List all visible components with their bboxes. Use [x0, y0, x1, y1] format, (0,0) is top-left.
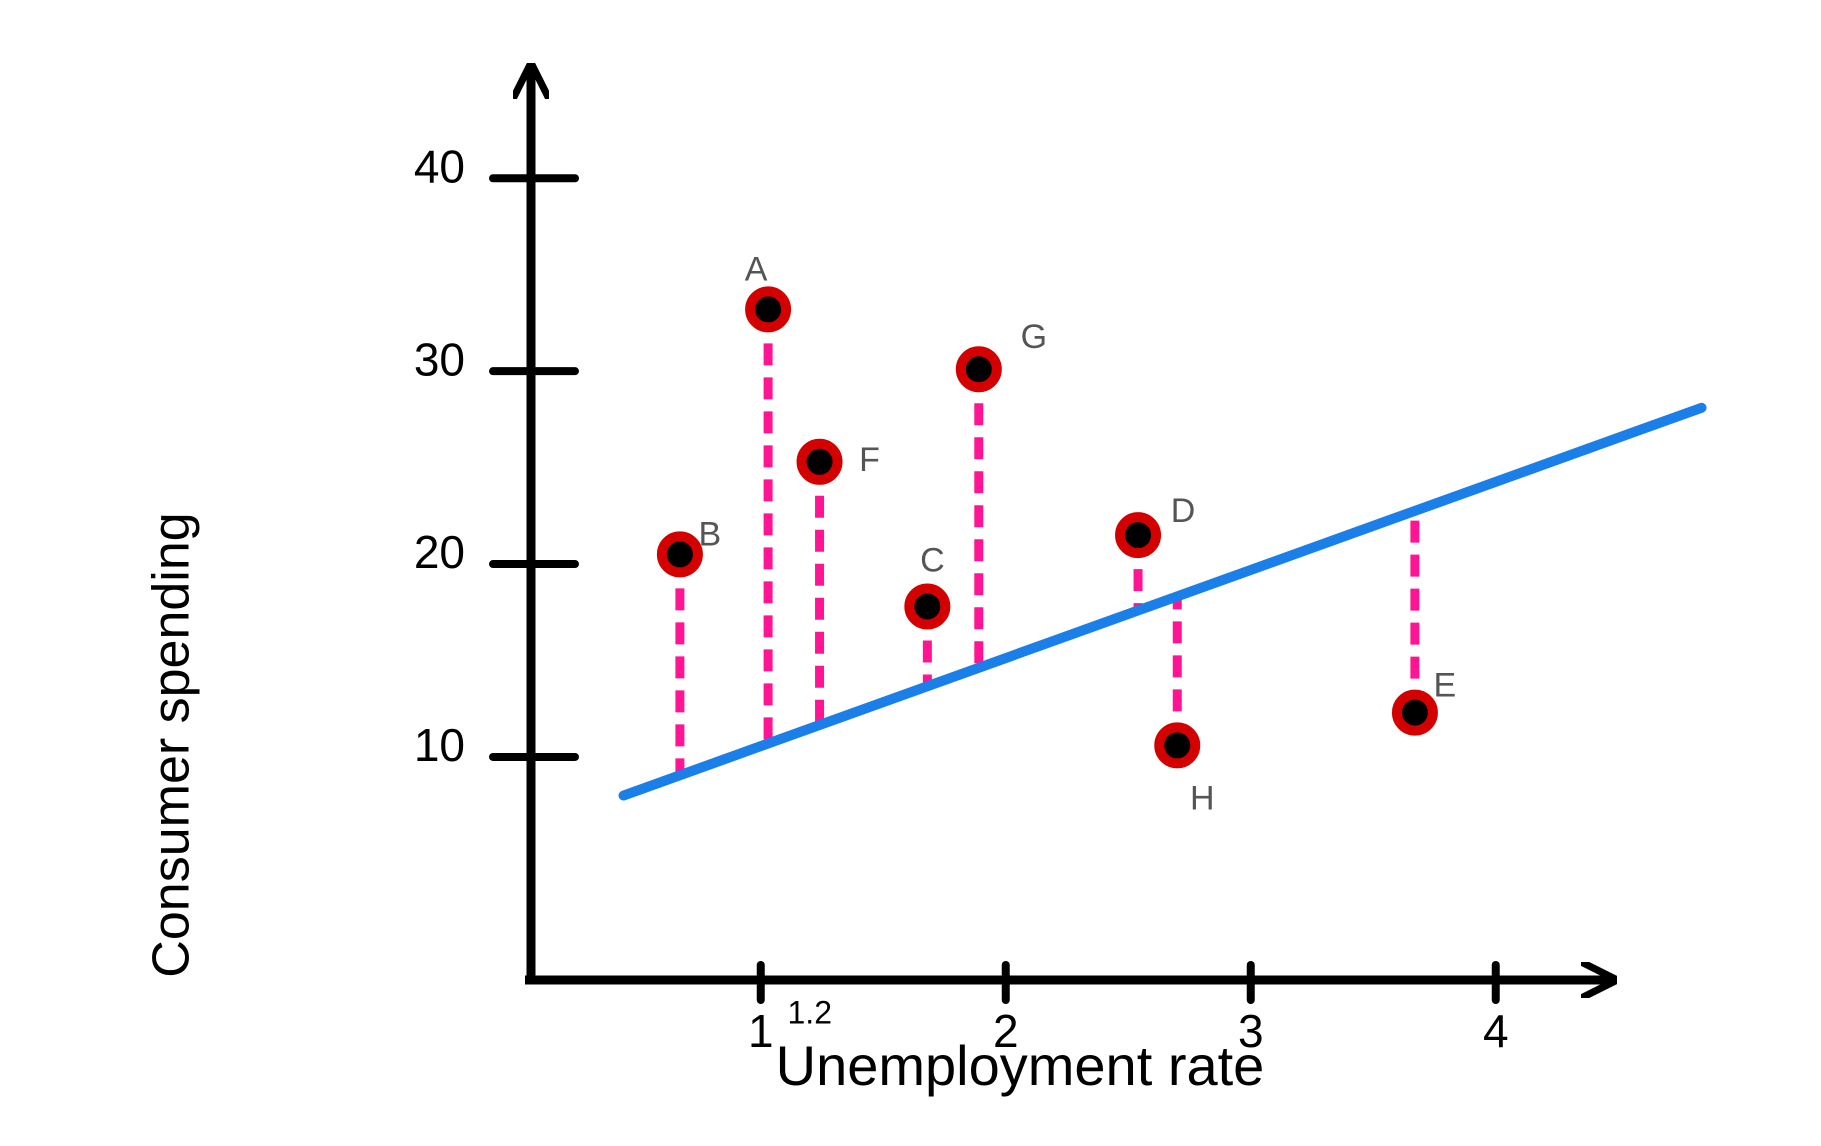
point	[1391, 689, 1438, 736]
x-tick-label: 3	[1238, 1005, 1264, 1057]
point	[656, 531, 703, 578]
point-label: C	[920, 541, 945, 579]
point	[955, 346, 1002, 393]
y-tick-label: 40	[414, 140, 465, 192]
x-tick-label: 4	[1483, 1005, 1509, 1057]
y-axis-label: Consumer spending	[143, 512, 201, 977]
point	[1115, 512, 1162, 559]
x-axis-label: Unemployment rate	[776, 1034, 1265, 1097]
y-tick-label: 30	[414, 333, 465, 385]
y-tick-label: 10	[414, 719, 465, 771]
x-tick-label: 1.2	[788, 994, 832, 1030]
point-label: G	[1021, 318, 1047, 356]
point-label: D	[1171, 492, 1196, 530]
x-tick-label: 2	[993, 1005, 1019, 1057]
point	[796, 438, 843, 485]
point	[745, 286, 792, 333]
point-label: B	[699, 515, 722, 553]
point-label: F	[859, 441, 880, 479]
x-tick-label: 1	[748, 1005, 774, 1057]
fit-line	[618, 402, 1707, 801]
point	[904, 583, 951, 630]
point-label: E	[1434, 667, 1457, 705]
point	[1154, 722, 1201, 769]
point-label: H	[1190, 779, 1215, 817]
y-tick-label: 20	[414, 526, 465, 578]
point-label: A	[745, 250, 768, 288]
